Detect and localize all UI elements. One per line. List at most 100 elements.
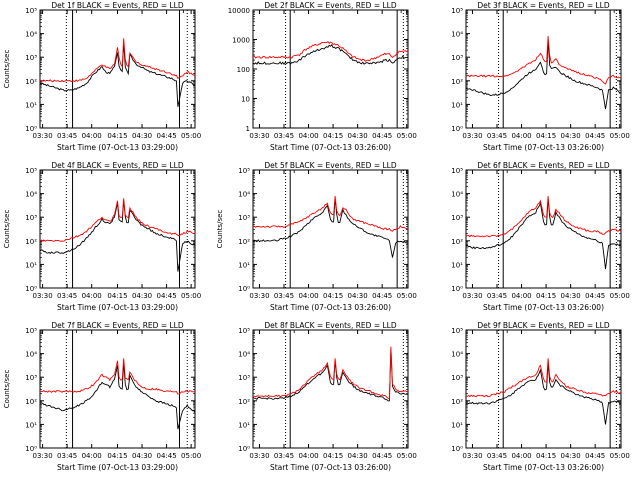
- y-tick-label: 10³: [25, 54, 37, 62]
- y-tick-label: 10⁰: [25, 125, 37, 133]
- x-axis-label: Start Time (07-Oct-13 03:29:00): [57, 143, 178, 152]
- y-tick-label: 10²: [25, 238, 37, 246]
- lld-series-line: [465, 195, 622, 238]
- panel-title: Det 3f BLACK = Events, RED = LLD: [477, 1, 610, 10]
- x-tick-label: 05:00: [397, 132, 417, 140]
- lld-series-line: [252, 40, 409, 62]
- x-axis-label: Start Time (07-Oct-13 03:29:00): [57, 303, 178, 312]
- x-tick-label: 04:15: [536, 292, 556, 300]
- y-axis-label: Counts/sec: [3, 370, 11, 409]
- y-tick-label: 10⁵: [451, 167, 463, 175]
- x-tick-label: 05:00: [397, 452, 417, 460]
- events-series-line: [465, 362, 622, 425]
- x-tick-label: 05:00: [397, 292, 417, 300]
- plot-frame: [252, 169, 409, 289]
- y-tick-label: 10⁴: [25, 31, 37, 39]
- y-tick-label: 10⁴: [238, 351, 250, 359]
- marker-flag-icon: [179, 329, 184, 333]
- marker-flag-icon: [290, 9, 295, 13]
- detector-panel-6: Det 6f BLACK = Events, RED = LLD Start Ti…: [451, 161, 630, 312]
- x-tick-label: 05:00: [610, 452, 630, 460]
- x-tick-label: 03:30: [462, 132, 482, 140]
- y-tick-label: 10⁵: [451, 7, 463, 15]
- x-tick-label: 04:30: [132, 132, 152, 140]
- lld-series-line: [252, 195, 409, 232]
- marker-flag-icon: [290, 329, 295, 333]
- x-tick-label: 04:00: [298, 292, 318, 300]
- x-tick-label: 04:15: [323, 292, 343, 300]
- y-tick-label: 10⁵: [238, 327, 250, 335]
- x-tick-label: 03:45: [57, 132, 77, 140]
- y-tick-label: 10¹: [451, 421, 463, 429]
- x-tick-label: 04:15: [536, 452, 556, 460]
- marker-flag-icon: [610, 9, 615, 13]
- panel-title: Det 5f BLACK = Events, RED = LLD: [264, 161, 397, 170]
- panel-title: Det 9f BLACK = Events, RED = LLD: [477, 321, 610, 330]
- y-tick-label: 10⁵: [238, 167, 250, 175]
- x-tick-label: 03:30: [32, 132, 52, 140]
- x-axis-label: Start Time (07-Oct-13 03:26:00): [270, 143, 391, 152]
- y-tick-label: 10⁰: [451, 285, 463, 293]
- x-tick-label: 04:15: [107, 292, 127, 300]
- events-series-line: [465, 40, 622, 110]
- x-tick-label: 04:30: [348, 292, 368, 300]
- x-tick-label: 03:45: [57, 292, 77, 300]
- events-series-line: [252, 198, 409, 258]
- x-axis-label: Start Time (07-Oct-13 03:29:00): [57, 463, 178, 472]
- y-tick-label: 10¹: [238, 421, 250, 429]
- y-tick-label: 10⁴: [451, 191, 463, 199]
- plot-frame: [39, 169, 196, 289]
- plot-frame: [465, 329, 622, 449]
- x-tick-label: 03:45: [487, 292, 507, 300]
- y-tick-label: 10⁰: [25, 445, 37, 453]
- x-tick-label: 03:45: [487, 132, 507, 140]
- y-tick-label: 10²: [451, 398, 463, 406]
- y-tick-label: 10⁵: [451, 327, 463, 335]
- x-tick-label: 04:15: [107, 452, 127, 460]
- plot-frame: [39, 329, 196, 449]
- x-tick-label: 04:30: [132, 292, 152, 300]
- panel-title: Det 1f BLACK = Events, RED = LLD: [51, 1, 184, 10]
- x-tick-label: 04:45: [156, 452, 176, 460]
- lld-series-line: [39, 198, 196, 242]
- y-tick-label: 10⁴: [238, 191, 250, 199]
- y-tick-label: 10³: [451, 374, 463, 382]
- x-tick-label: 03:45: [57, 452, 77, 460]
- x-tick-label: 05:00: [610, 132, 630, 140]
- x-tick-label: 04:00: [298, 132, 318, 140]
- x-tick-label: 04:45: [585, 132, 605, 140]
- y-tick-label: 10⁰: [238, 285, 250, 293]
- events-series-line: [39, 200, 196, 272]
- y-tick-label: 10⁰: [451, 125, 463, 133]
- x-tick-label: 05:00: [181, 132, 201, 140]
- detector-panel-3: Det 3f BLACK = Events, RED = LLD Start Ti…: [451, 1, 630, 152]
- events-series-line: [39, 362, 196, 430]
- x-tick-label: 03:30: [462, 452, 482, 460]
- x-tick-label: 04:45: [156, 132, 176, 140]
- panel-title: Det 4f BLACK = Events, RED = LLD: [51, 161, 184, 170]
- detector-panel-8: Det 8f BLACK = Events, RED = LLD Start Ti…: [238, 321, 417, 472]
- plot-frame: [252, 329, 409, 449]
- x-tick-label: 03:45: [487, 452, 507, 460]
- y-tick-label: 1000: [232, 37, 250, 45]
- x-axis-label: Start Time (07-Oct-13 03:26:00): [270, 463, 391, 472]
- x-tick-label: 04:30: [561, 452, 581, 460]
- marker-flag-icon: [610, 329, 615, 333]
- x-tick-label: 04:15: [323, 132, 343, 140]
- plot-frame: [465, 9, 622, 129]
- y-tick-label: 10000: [228, 7, 250, 15]
- marker-flag-icon: [397, 169, 402, 173]
- y-tick-label: 10⁵: [25, 167, 37, 175]
- y-tick-label: 10²: [238, 238, 250, 246]
- x-axis-label: Start Time (07-Oct-13 03:26:00): [483, 303, 604, 312]
- y-tick-label: 100: [237, 66, 250, 74]
- y-tick-label: 10²: [451, 78, 463, 86]
- x-tick-label: 04:45: [372, 132, 392, 140]
- y-axis-label: Counts/sec: [3, 50, 11, 89]
- plot-frame: [39, 9, 196, 129]
- marker-flag-icon: [610, 169, 615, 173]
- lld-series-line: [465, 35, 622, 85]
- events-series-line: [252, 348, 409, 402]
- x-tick-label: 04:45: [585, 452, 605, 460]
